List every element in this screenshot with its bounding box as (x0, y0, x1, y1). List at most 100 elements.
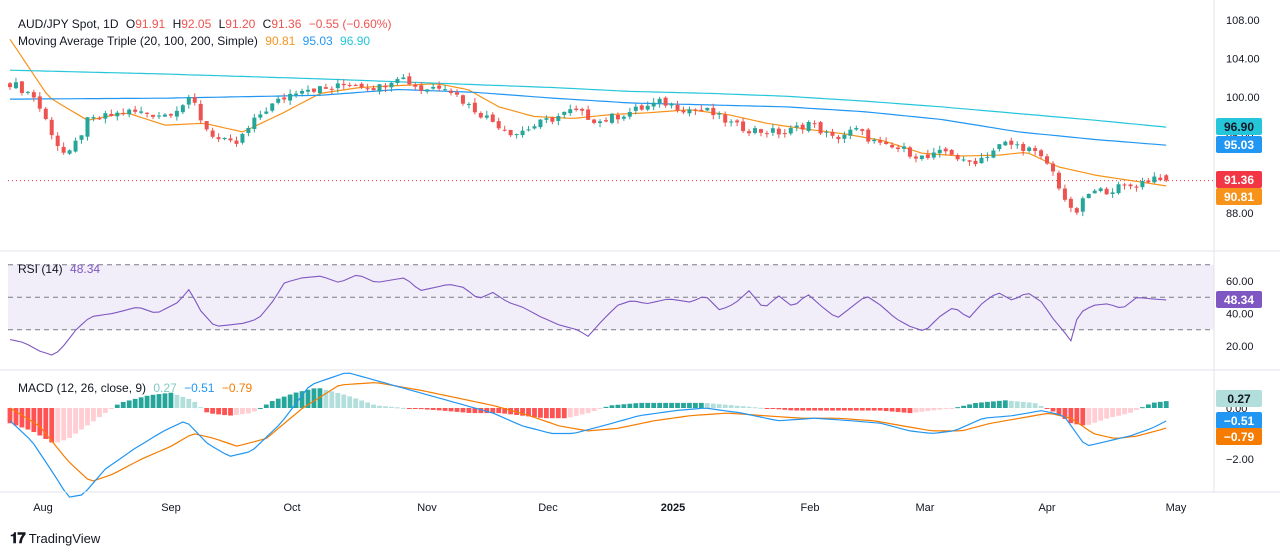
macd-histogram-bar (383, 406, 388, 408)
time-tick-label: Apr (1038, 502, 1055, 514)
price-tick-label: 100.00 (1226, 92, 1260, 104)
macd-histogram-bar (877, 408, 883, 411)
macd-histogram-bar (996, 400, 1002, 408)
ma100-tag-bg (1216, 136, 1262, 153)
candle-body (8, 83, 12, 88)
macd-histogram-bar (263, 404, 269, 408)
candle-body (490, 114, 495, 122)
candle-body (675, 104, 680, 111)
macd-histogram-bar (1032, 403, 1038, 408)
macd-histogram-bar (639, 402, 645, 408)
candle-body (639, 105, 644, 110)
candle-body (687, 109, 692, 114)
rsi-title: RSI (14) (18, 262, 63, 276)
macd-histogram-bar (573, 408, 579, 416)
candle-body (1116, 184, 1121, 194)
candle-body (657, 98, 662, 104)
candle-body (329, 88, 334, 90)
macd-histogram-bar (91, 408, 96, 422)
macd-histogram-bar (669, 402, 674, 408)
candle-body (991, 150, 996, 158)
candle-body (1164, 175, 1169, 181)
macd-histogram-bar (979, 402, 984, 408)
macd-histogram-bar (275, 398, 281, 408)
candle-body (985, 156, 990, 158)
candle-body (383, 85, 388, 88)
rsi-value-tag-bg (1216, 290, 1262, 308)
tradingview-logo[interactable]: 𝟏𝟕 TradingView (10, 530, 100, 547)
candle-body (288, 93, 293, 101)
open-label: O (125, 17, 136, 31)
macd-histogram-bar (442, 408, 448, 411)
candle-body (270, 103, 275, 111)
brand-label: TradingView (28, 531, 101, 546)
close-label: C (262, 17, 272, 31)
candle-body (770, 128, 775, 133)
candle-body (252, 117, 257, 130)
macd-histogram-bar (520, 408, 525, 416)
macd-histogram-bar (663, 402, 668, 408)
candle-body (568, 109, 573, 114)
macd-histogram-bar (955, 407, 961, 409)
candle-body (741, 121, 746, 132)
macd-histogram-bar (830, 408, 835, 411)
candle-body (31, 92, 36, 98)
candle-body (198, 103, 203, 121)
macd-histogram-bar (37, 408, 43, 436)
macd-histogram-bar (132, 398, 138, 408)
macd-histogram-bar (329, 391, 335, 408)
macd-histogram-bar (776, 408, 782, 410)
candle-body (854, 127, 859, 130)
candle-body (157, 115, 161, 117)
macd-histogram-bar (859, 408, 865, 411)
candle-body (890, 144, 895, 148)
candle-body (1158, 177, 1163, 181)
candle-body (919, 155, 924, 159)
macd-histogram-bar (842, 408, 847, 411)
candle-body (633, 106, 638, 111)
macd-histogram-bar (597, 408, 603, 409)
ma20-tag-bg (1216, 188, 1262, 205)
macd-histogram-bar (532, 408, 537, 418)
candle-body (848, 129, 853, 136)
macd-histogram-bar (418, 408, 424, 410)
candle-body (705, 107, 710, 111)
candle-body (1033, 148, 1038, 151)
macd-histogram-bar (657, 402, 663, 408)
candle-body (240, 133, 245, 143)
macd-histogram-bar (579, 408, 585, 415)
rsi-tick-label: 60.00 (1226, 276, 1254, 288)
candle-body (49, 119, 54, 136)
candle-body (1027, 147, 1032, 152)
macd-histogram-bar (102, 408, 108, 413)
macd-hist-tag-bg (1216, 390, 1262, 407)
time-tick-label: Nov (417, 502, 437, 514)
ma-title: Moving Average Triple (20, 100, 200, Sim… (18, 34, 258, 48)
macd-histogram-bar (627, 403, 633, 408)
macd-histogram-bar (472, 408, 478, 414)
rsi-value-tag: 48.34 (1224, 293, 1254, 307)
candle-body (133, 109, 138, 112)
candle-body (258, 114, 263, 118)
candle-body (484, 115, 489, 118)
macd-histogram-bar (800, 408, 806, 411)
candle-body (729, 121, 734, 123)
macd-histogram-bar (567, 408, 573, 418)
candle-body (407, 76, 412, 85)
macd-histogram-bar (782, 408, 788, 410)
macd-histogram-bar (228, 408, 233, 416)
candle-body (168, 114, 173, 116)
macd-histogram-bar (1062, 408, 1068, 419)
low-value: 91.20 (225, 17, 256, 31)
macd-histogram-bar (1050, 408, 1056, 412)
macd-histogram-bar (448, 408, 454, 412)
ma-legend: Moving Average Triple (20, 100, 200, Sim… (18, 34, 374, 48)
candle-body (812, 123, 817, 125)
rsi-value: 48.34 (70, 262, 101, 276)
macd-value: −0.51 (184, 381, 215, 395)
macd-histogram-bar (73, 408, 78, 434)
macd-histogram-bar (371, 404, 376, 408)
candle-body (824, 131, 829, 133)
candle-body (1039, 150, 1044, 157)
